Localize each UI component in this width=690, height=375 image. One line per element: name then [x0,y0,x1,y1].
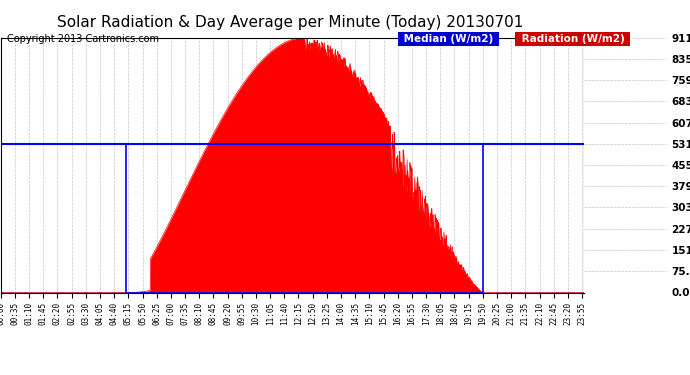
Bar [126,144,483,292]
Text: Radiation (W/m2): Radiation (W/m2) [518,34,628,44]
Text: Median (W/m2): Median (W/m2) [400,34,497,44]
Text: Copyright 2013 Cartronics.com: Copyright 2013 Cartronics.com [7,34,159,44]
Text: Solar Radiation & Day Average per Minute (Today) 20130701: Solar Radiation & Day Average per Minute… [57,15,523,30]
